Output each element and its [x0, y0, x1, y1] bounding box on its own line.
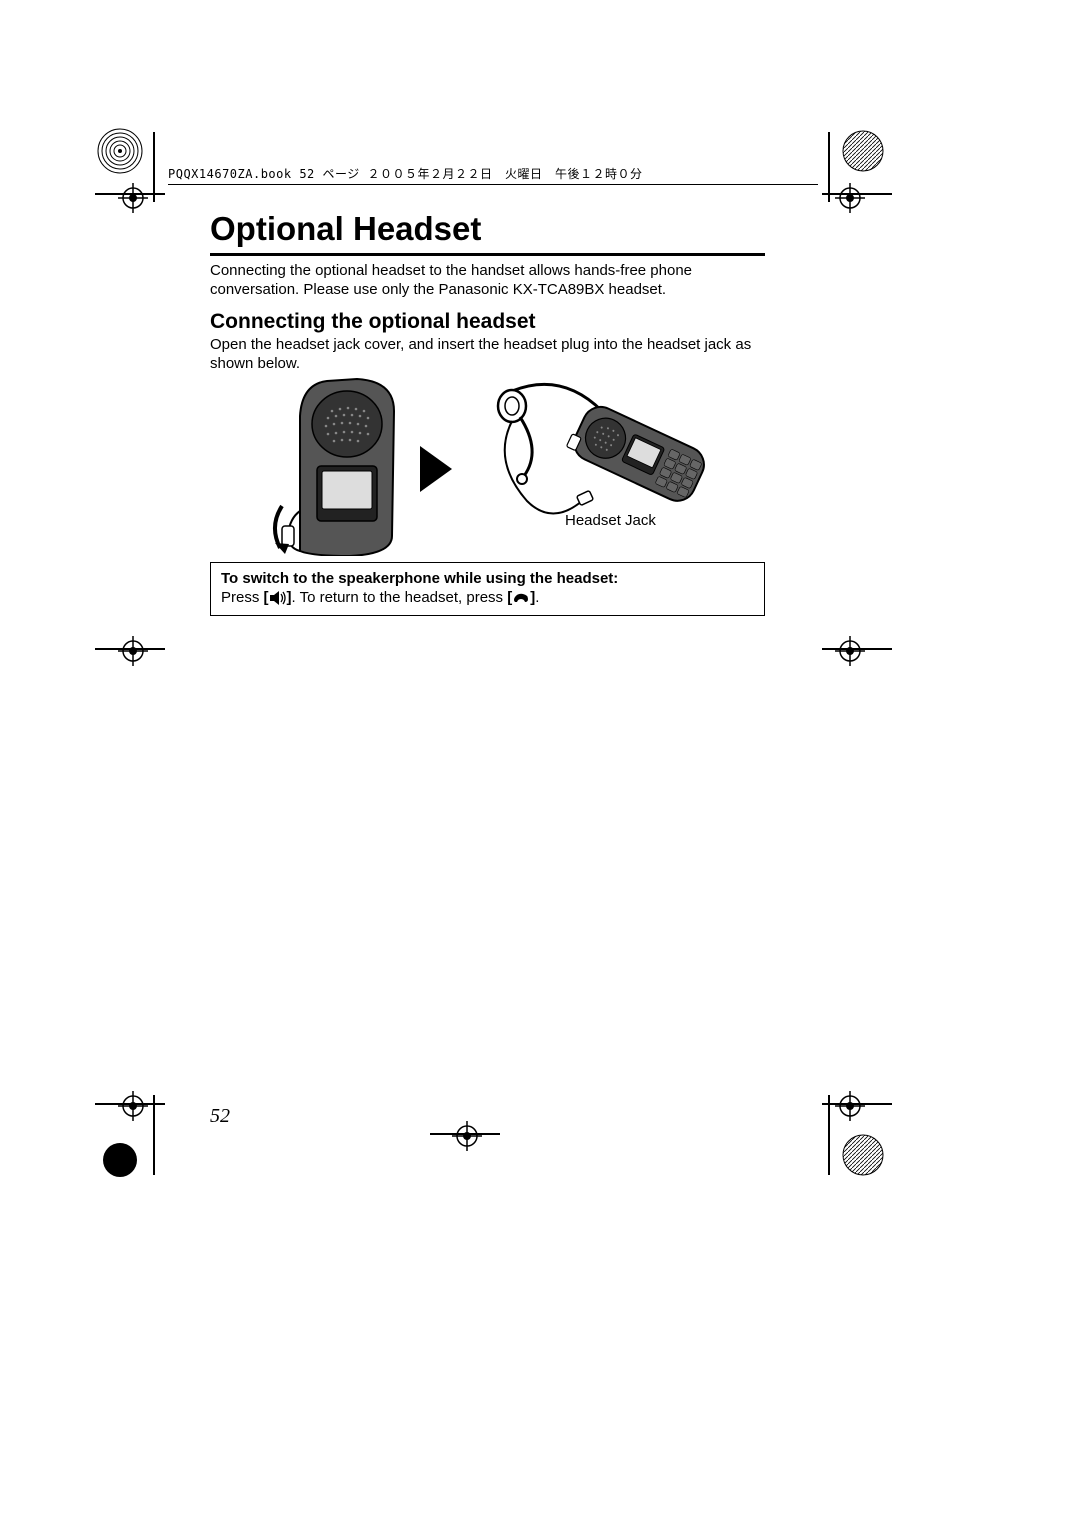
headset-jack-label: Headset Jack: [565, 512, 656, 529]
intro-paragraph: Connecting the optional headset to the h…: [210, 262, 765, 300]
regmark-cross-br: [835, 1091, 865, 1121]
handset-icon: [512, 591, 530, 605]
section-heading: Connecting the optional headset: [210, 310, 536, 334]
note-press-suffix: .: [535, 589, 539, 606]
regmark-cross-tr: [835, 183, 865, 213]
header-rule: [168, 184, 818, 185]
note-press-mid: . To return to the headset, press: [292, 589, 508, 606]
title-rule: [210, 253, 765, 256]
regmark-corner-tl: [95, 126, 145, 176]
page-title: Optional Headset: [210, 210, 481, 248]
note-title: To switch to the speakerphone while usin…: [221, 570, 754, 587]
regmark-cross-tl: [118, 183, 148, 213]
regmark-corner-bl: [100, 1140, 140, 1180]
headset-diagram: [262, 376, 722, 556]
regmark-corner-tr: [840, 128, 886, 174]
regmark-cross-bl: [118, 1091, 148, 1121]
speaker-icon: [269, 591, 287, 605]
regmark-corner-br: [840, 1132, 886, 1178]
regmark-cross-bc: [452, 1121, 482, 1151]
regmark-cross-ml: [118, 636, 148, 666]
section-body: Open the headset jack cover, and insert …: [210, 336, 765, 374]
document-page: PQQX14670ZA.book 52 ページ ２００５年２月２２日 火曜日 午…: [0, 0, 1080, 1528]
regmark-cross-mr: [835, 636, 865, 666]
page-number: 52: [210, 1105, 230, 1128]
header-meta-text: PQQX14670ZA.book 52 ページ ２００５年２月２２日 火曜日 午…: [168, 165, 642, 182]
note-body: Press []. To return to the headset, pres…: [221, 589, 754, 606]
note-press-prefix: Press: [221, 589, 264, 606]
note-box: To switch to the speakerphone while usin…: [210, 562, 765, 616]
